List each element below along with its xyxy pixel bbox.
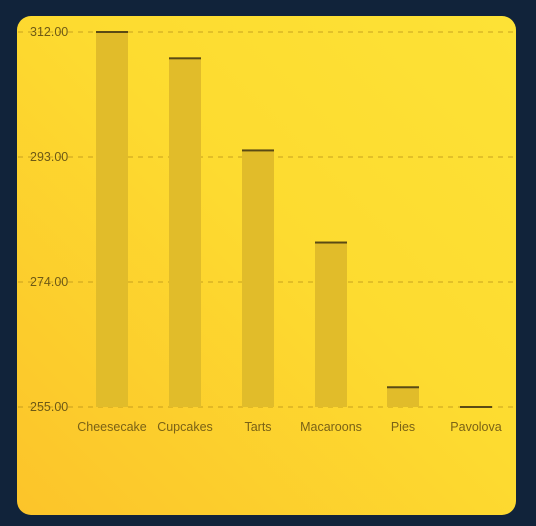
bar-chart: 312.00 293.00 274.00 255.00 Cheesecake Cupcak… [18, 25, 516, 434]
y-tick-label: 255.00 [30, 400, 68, 414]
bar-tarts[interactable] [242, 150, 274, 407]
x-tick-label: Pavolova [450, 420, 501, 434]
bar-macaroons[interactable] [315, 242, 347, 407]
bar-top-line [96, 31, 128, 33]
y-tick-label: 274.00 [30, 275, 68, 289]
bar-top-line [242, 149, 274, 152]
chart-card: 312.00 293.00 274.00 255.00 Cheesecake Cupcak… [17, 16, 516, 515]
y-tick-label: 312.00 [30, 25, 68, 39]
y-tick-label: 293.00 [30, 150, 68, 164]
x-tick-label: Pies [391, 420, 415, 434]
bar-cupcakes[interactable] [169, 58, 201, 407]
x-tick-label: Cheesecake [77, 420, 147, 434]
bar-top-line [387, 386, 419, 389]
bar-pies[interactable] [387, 387, 419, 407]
x-tick-label: Macaroons [300, 420, 362, 434]
bar-top-line [315, 241, 347, 244]
bar-top-line [460, 406, 492, 408]
bar-cheesecake[interactable] [96, 32, 128, 407]
x-tick-label: Cupcakes [157, 420, 213, 434]
x-tick-label: Tarts [244, 420, 271, 434]
bar-top-line [169, 57, 201, 60]
